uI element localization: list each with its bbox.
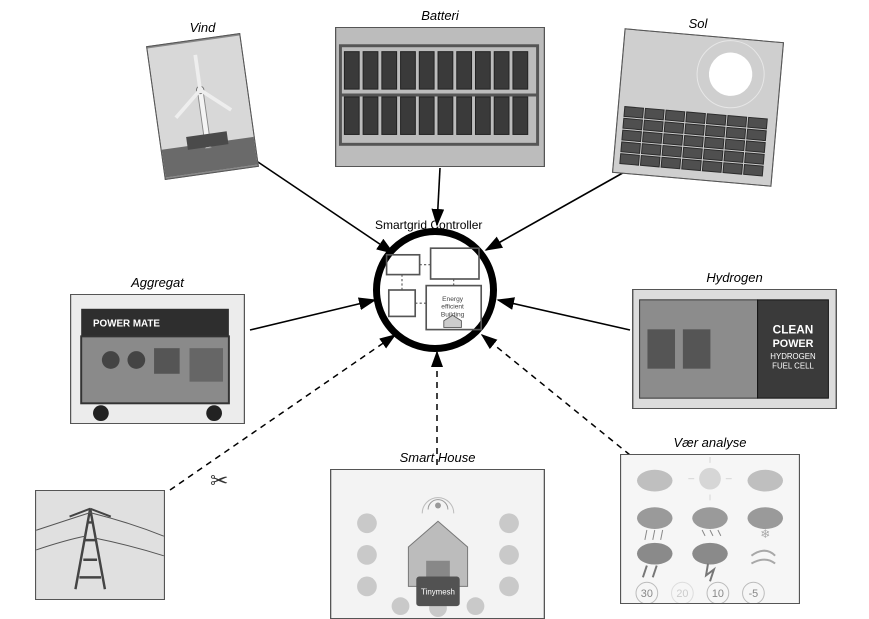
edge-hydrogen-controller	[498, 300, 630, 330]
edge-sol-controller	[486, 170, 628, 250]
node-aggregat: Aggregat POWER MATE	[70, 275, 245, 424]
sol-image	[612, 28, 784, 186]
edge-vind-controller	[255, 160, 393, 253]
nett-image	[35, 490, 165, 600]
svg-text:POWER MATE: POWER MATE	[93, 319, 160, 330]
svg-text:FUEL CELL: FUEL CELL	[772, 362, 814, 371]
node-sol: Sol	[618, 16, 778, 180]
svg-text:POWER: POWER	[773, 338, 814, 350]
smarthouse-image: Tinymesh	[330, 469, 545, 619]
edge-vaer-controller	[482, 335, 630, 455]
controller-schematic-icon: Energy efficient Building	[380, 235, 490, 345]
node-hydrogen: Hydrogen CLEAN POWER HYDROGEN FUEL CELL	[632, 270, 837, 409]
scissors-icon: ✂	[210, 468, 228, 494]
edge-aggregat-controller	[250, 300, 375, 330]
svg-text:Energy: Energy	[442, 296, 464, 303]
svg-text:HYDROGEN: HYDROGEN	[770, 352, 816, 361]
svg-text:efficient: efficient	[441, 304, 464, 311]
node-label-hydrogen: Hydrogen	[632, 270, 837, 285]
svg-text:30: 30	[641, 588, 653, 600]
hydrogen-image: CLEAN POWER HYDROGEN FUEL CELL	[632, 289, 837, 409]
node-label-vaer: Vær analyse	[620, 435, 800, 450]
node-label-sol: Sol	[618, 16, 778, 31]
node-label-aggregat: Aggregat	[70, 275, 245, 290]
svg-text:Tinymesh: Tinymesh	[421, 587, 455, 596]
node-label-smarthouse: Smart House	[330, 450, 545, 465]
batteri-image	[335, 27, 545, 167]
svg-text:20: 20	[676, 588, 688, 600]
node-vind: Vind	[155, 20, 250, 174]
aggregat-image: POWER MATE	[70, 294, 245, 424]
node-label-batteri: Batteri	[335, 8, 545, 23]
node-batteri: Batteri	[335, 8, 545, 167]
svg-text:CLEAN: CLEAN	[773, 322, 814, 336]
node-vaer: Vær analyse ❄ 30	[620, 435, 800, 604]
vaer-image: ❄ 30 20 10 -5	[620, 454, 800, 604]
svg-text:10: 10	[712, 588, 724, 600]
node-smarthouse: Smart House Tinymesh	[330, 450, 545, 619]
node-nett	[35, 490, 165, 600]
svg-text:❄: ❄	[760, 527, 770, 541]
edge-batteri-controller	[437, 168, 440, 225]
controller-node: Energy efficient Building	[373, 228, 497, 352]
svg-text:-5: -5	[749, 588, 759, 600]
vind-image	[146, 33, 259, 180]
